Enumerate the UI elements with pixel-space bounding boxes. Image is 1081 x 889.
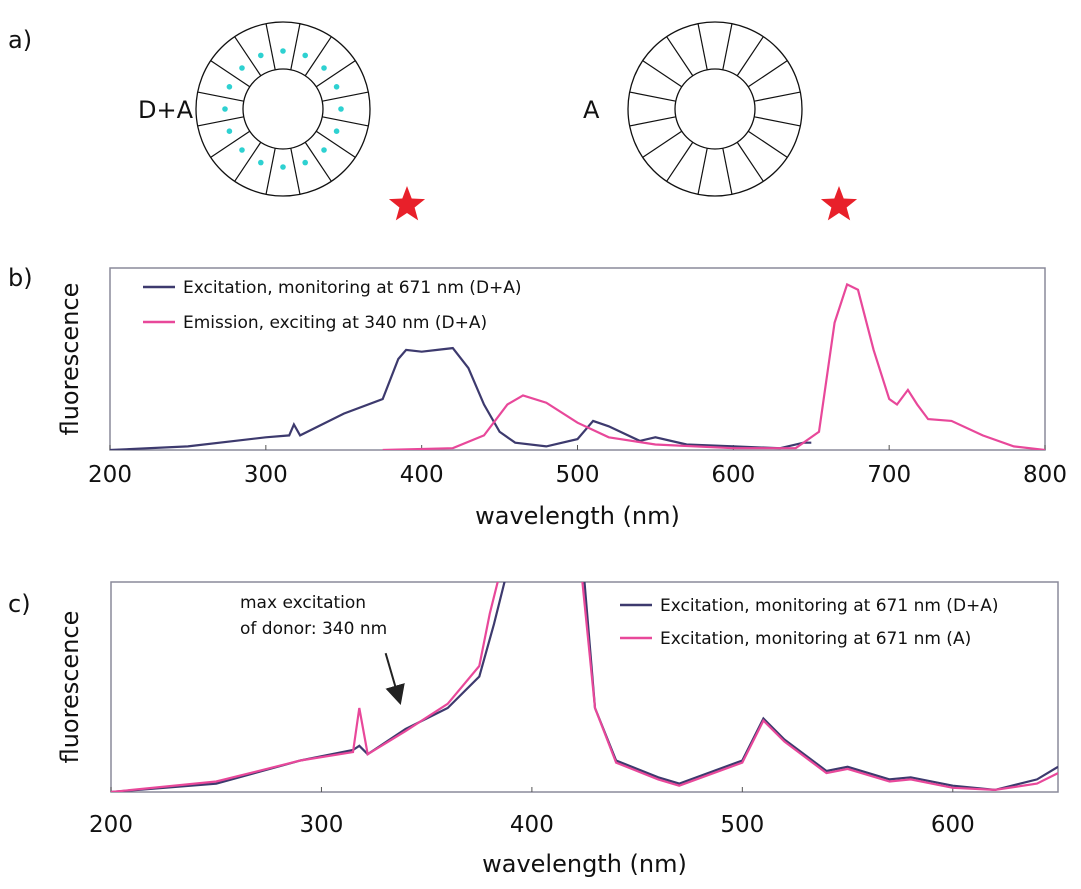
spoke: [629, 116, 676, 127]
dot: [226, 128, 233, 134]
spoke: [290, 23, 301, 70]
star: [388, 186, 426, 221]
spoke: [265, 23, 276, 70]
x-axis-label: wavelength (nm): [482, 850, 687, 878]
dot: [333, 128, 340, 134]
x-tick-label: 700: [867, 462, 911, 488]
diagram-label: A: [583, 96, 600, 124]
ring-outer: [195, 21, 371, 197]
dot: [338, 106, 344, 112]
spoke: [697, 23, 708, 70]
spoke: [747, 130, 788, 158]
legend-label: Excitation, monitoring at 671 nm (A): [660, 629, 971, 649]
spoke: [322, 91, 369, 102]
dot: [239, 65, 245, 71]
ring-inner: [242, 68, 324, 150]
x-tick-label: 600: [931, 812, 975, 838]
x-tick-label: 300: [299, 812, 343, 838]
panel-label: b): [8, 264, 33, 292]
dot: [258, 52, 264, 59]
spoke: [197, 91, 244, 102]
x-tick-label: 400: [400, 462, 444, 488]
spoke: [265, 148, 276, 195]
dot: [321, 65, 327, 71]
x-tick-label: 500: [556, 462, 600, 488]
spoke: [722, 23, 733, 70]
diagram: [195, 21, 858, 221]
y-axis-label: fluorescence: [56, 283, 84, 436]
x-axis-label: wavelength (nm): [475, 502, 680, 530]
diagram-label: D+A: [138, 96, 194, 124]
spoke: [697, 148, 708, 195]
spoke: [315, 130, 356, 158]
dot: [333, 84, 340, 90]
legend-label: Excitation, monitoring at 671 nm (D+A): [183, 278, 522, 298]
dot: [280, 48, 286, 54]
dot: [302, 159, 308, 166]
annotation: max excitation: [240, 593, 366, 613]
spoke: [234, 36, 262, 77]
x-tick-label: 300: [244, 462, 288, 488]
star: [820, 186, 858, 221]
spoke: [629, 91, 676, 102]
spoke: [754, 91, 801, 102]
spoke: [234, 141, 262, 182]
x-tick-label: 800: [1023, 462, 1067, 488]
line-series: [382, 282, 1045, 450]
spoke: [747, 60, 788, 88]
dot: [280, 164, 286, 170]
annotation-arrow: [384, 652, 405, 706]
legend-label: Excitation, monitoring at 671 nm (D+A): [660, 596, 999, 616]
panel-label: c): [8, 590, 31, 618]
spoke: [754, 116, 801, 127]
ring-outer: [627, 21, 803, 197]
x-tick-label: 200: [88, 462, 132, 488]
legend-label: Emission, exciting at 340 nm (D+A): [183, 313, 487, 333]
spoke: [322, 116, 369, 127]
spoke: [666, 36, 694, 77]
spoke: [210, 60, 251, 88]
line-series: [111, 582, 1058, 792]
dot: [321, 147, 327, 153]
ring-inner: [674, 68, 756, 150]
spoke: [736, 141, 764, 182]
y-axis-label: fluorescence: [56, 611, 84, 764]
x-tick-label: 200: [89, 812, 133, 838]
spoke: [210, 130, 251, 158]
spoke: [722, 148, 733, 195]
dot: [222, 106, 228, 112]
dot: [226, 84, 233, 90]
spoke: [315, 60, 356, 88]
spoke: [197, 116, 244, 127]
x-tick-label: 500: [720, 812, 764, 838]
spoke: [642, 60, 683, 88]
line-series: [110, 346, 812, 450]
spoke: [666, 141, 694, 182]
spoke: [736, 36, 764, 77]
dot: [302, 52, 308, 59]
spoke: [290, 148, 301, 195]
dot: [258, 159, 264, 166]
x-tick-label: 400: [510, 812, 554, 838]
annotation: of donor: 340 nm: [240, 619, 387, 639]
spoke: [304, 36, 332, 77]
panel-label: a): [8, 26, 32, 54]
dot: [239, 147, 245, 153]
spoke: [642, 130, 683, 158]
x-tick-label: 600: [711, 462, 755, 488]
spoke: [304, 141, 332, 182]
